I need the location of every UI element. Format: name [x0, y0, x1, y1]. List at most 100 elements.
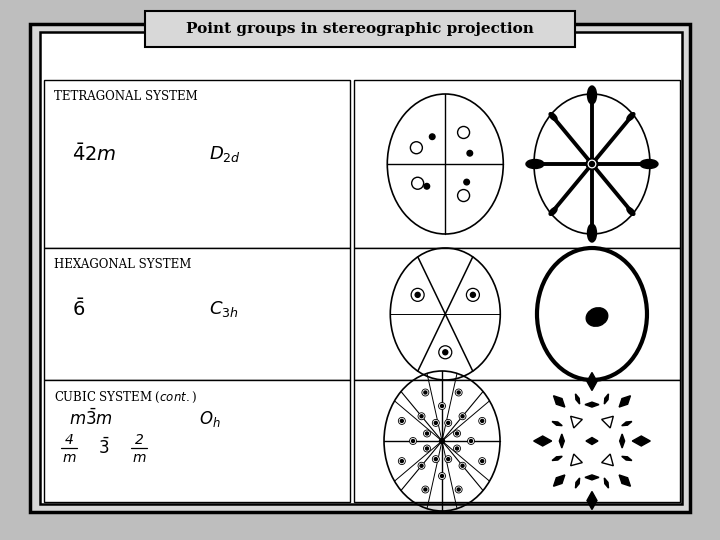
Polygon shape: [602, 416, 613, 428]
Circle shape: [459, 413, 466, 420]
Circle shape: [446, 457, 450, 461]
Circle shape: [481, 420, 484, 422]
Text: 2: 2: [135, 433, 143, 447]
Ellipse shape: [588, 224, 596, 242]
Circle shape: [454, 430, 461, 437]
Circle shape: [422, 389, 429, 396]
Circle shape: [441, 475, 444, 477]
Ellipse shape: [627, 113, 635, 120]
Bar: [44, 80, 350, 248]
Circle shape: [467, 151, 472, 156]
Text: $C_{3h}$: $C_{3h}$: [209, 299, 239, 319]
Polygon shape: [632, 436, 650, 446]
Polygon shape: [575, 394, 580, 404]
Circle shape: [432, 420, 439, 427]
Circle shape: [438, 346, 451, 359]
Text: $\bar{6}$: $\bar{6}$: [72, 298, 85, 320]
Circle shape: [434, 421, 437, 424]
Circle shape: [438, 472, 446, 480]
Polygon shape: [571, 454, 582, 465]
Polygon shape: [604, 394, 608, 404]
Circle shape: [455, 389, 462, 396]
Circle shape: [587, 159, 598, 170]
Circle shape: [434, 457, 437, 461]
Circle shape: [457, 391, 460, 394]
Polygon shape: [575, 478, 580, 488]
Bar: [354, 248, 680, 380]
Polygon shape: [587, 491, 597, 510]
Circle shape: [479, 417, 486, 424]
Polygon shape: [552, 422, 562, 426]
Polygon shape: [602, 454, 613, 465]
Polygon shape: [571, 416, 582, 428]
Circle shape: [432, 456, 439, 463]
Circle shape: [398, 417, 405, 424]
Circle shape: [461, 464, 464, 467]
Circle shape: [479, 457, 486, 464]
Circle shape: [456, 447, 459, 450]
Circle shape: [411, 288, 424, 301]
Ellipse shape: [549, 207, 557, 215]
Bar: [354, 80, 680, 248]
Circle shape: [443, 350, 448, 355]
Circle shape: [445, 456, 451, 463]
Polygon shape: [554, 396, 564, 407]
Circle shape: [422, 486, 429, 493]
Text: $\bar{4}2m$: $\bar{4}2m$: [72, 143, 116, 165]
Circle shape: [412, 177, 423, 189]
Polygon shape: [622, 456, 632, 461]
Circle shape: [454, 445, 461, 452]
Text: $O_{h}$: $O_{h}$: [199, 409, 220, 429]
Circle shape: [445, 420, 451, 427]
Text: CUBIC SYSTEM ($\mathit{cont.}$): CUBIC SYSTEM ($\mathit{cont.}$): [54, 390, 197, 405]
Polygon shape: [586, 437, 598, 444]
Circle shape: [415, 292, 420, 298]
Bar: [354, 380, 680, 502]
Ellipse shape: [627, 207, 635, 215]
Circle shape: [590, 161, 595, 166]
Circle shape: [410, 141, 423, 154]
Text: m: m: [62, 451, 76, 465]
Ellipse shape: [526, 159, 544, 168]
Polygon shape: [554, 475, 564, 486]
Circle shape: [418, 462, 425, 469]
Circle shape: [464, 179, 469, 185]
Circle shape: [455, 486, 462, 493]
Bar: [44, 248, 350, 380]
Text: TETRAGONAL SYSTEM: TETRAGONAL SYSTEM: [54, 90, 198, 103]
Circle shape: [423, 430, 431, 437]
Text: Point groups in stereographic projection: Point groups in stereographic projection: [186, 22, 534, 36]
Circle shape: [424, 391, 427, 394]
Circle shape: [481, 460, 484, 463]
Text: $m\bar{3}m$: $m\bar{3}m$: [69, 409, 113, 429]
Polygon shape: [619, 396, 631, 407]
Text: HEXAGONAL SYSTEM: HEXAGONAL SYSTEM: [54, 258, 192, 271]
Ellipse shape: [586, 308, 608, 326]
Circle shape: [457, 488, 460, 491]
Polygon shape: [552, 456, 562, 461]
Polygon shape: [620, 434, 625, 448]
Polygon shape: [585, 475, 599, 480]
Circle shape: [459, 462, 466, 469]
Circle shape: [446, 421, 450, 424]
Bar: [145, 11, 575, 47]
Circle shape: [400, 460, 403, 463]
Ellipse shape: [640, 159, 658, 168]
Circle shape: [439, 438, 444, 443]
Text: m: m: [132, 451, 145, 465]
Circle shape: [424, 488, 427, 491]
Circle shape: [400, 420, 403, 422]
Polygon shape: [585, 402, 599, 407]
Circle shape: [412, 440, 415, 442]
Circle shape: [426, 447, 428, 450]
Polygon shape: [587, 373, 597, 390]
Circle shape: [467, 437, 474, 444]
Bar: [44, 380, 350, 502]
Circle shape: [418, 413, 425, 420]
Circle shape: [469, 440, 472, 442]
Polygon shape: [622, 422, 632, 426]
Circle shape: [470, 292, 475, 298]
Circle shape: [458, 190, 469, 201]
Circle shape: [467, 288, 480, 301]
Circle shape: [458, 126, 469, 138]
